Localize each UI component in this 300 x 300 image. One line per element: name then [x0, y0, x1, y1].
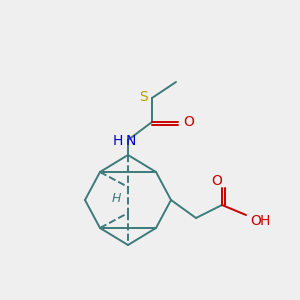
Text: O: O [212, 174, 222, 188]
Text: H: H [113, 134, 123, 148]
Text: S: S [139, 90, 148, 104]
Text: O: O [250, 214, 261, 228]
Text: N: N [126, 134, 136, 148]
Text: H: H [260, 214, 270, 228]
Text: O: O [183, 115, 194, 129]
Text: H: H [111, 193, 121, 206]
